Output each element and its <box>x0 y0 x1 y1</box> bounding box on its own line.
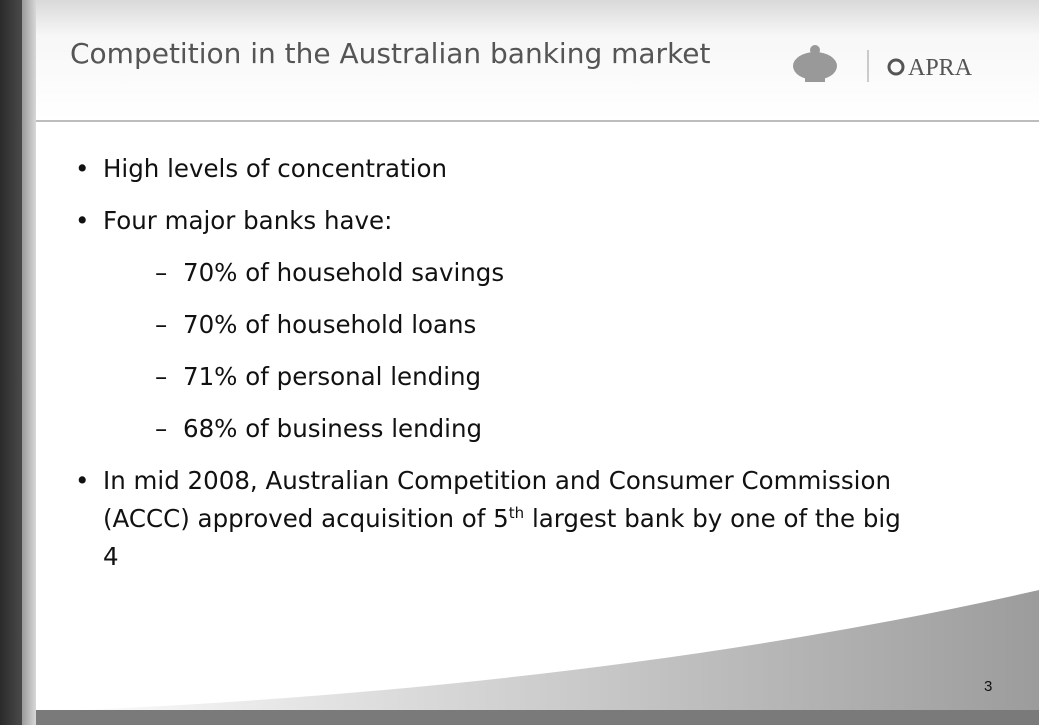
sub-bullet: 70% of household savings <box>103 254 975 292</box>
bullet-list: High levels of concentration Four major … <box>75 150 975 590</box>
header-band <box>36 0 1039 120</box>
sub-bullet: 71% of personal lending <box>103 358 975 396</box>
slide-title: Competition in the Australian banking ma… <box>70 37 711 70</box>
bullet: High levels of concentration <box>75 150 975 188</box>
swoosh <box>36 590 1039 712</box>
bullet-text: Four major banks have: <box>103 206 393 235</box>
bullet-text: In mid 2008, Australian Competition and … <box>103 466 891 533</box>
logo-text: APRA <box>908 55 973 81</box>
superscript: th <box>508 503 525 522</box>
left-edge <box>0 0 22 725</box>
logo: APRA <box>793 45 973 82</box>
bullet-text: largest bank by one of the big 4 <box>103 504 901 571</box>
sub-bullet: 70% of household loans <box>103 306 975 344</box>
sub-bullet: 68% of business lending <box>103 410 975 448</box>
bullet: Four major banks have: 70% of household … <box>75 202 975 448</box>
page-number: 3 <box>984 678 993 695</box>
crest <box>793 45 837 82</box>
header-rule <box>36 120 1039 122</box>
bottom-bar <box>36 710 1039 725</box>
bullet: In mid 2008, Australian Competition and … <box>75 462 903 576</box>
left-band <box>22 0 36 725</box>
